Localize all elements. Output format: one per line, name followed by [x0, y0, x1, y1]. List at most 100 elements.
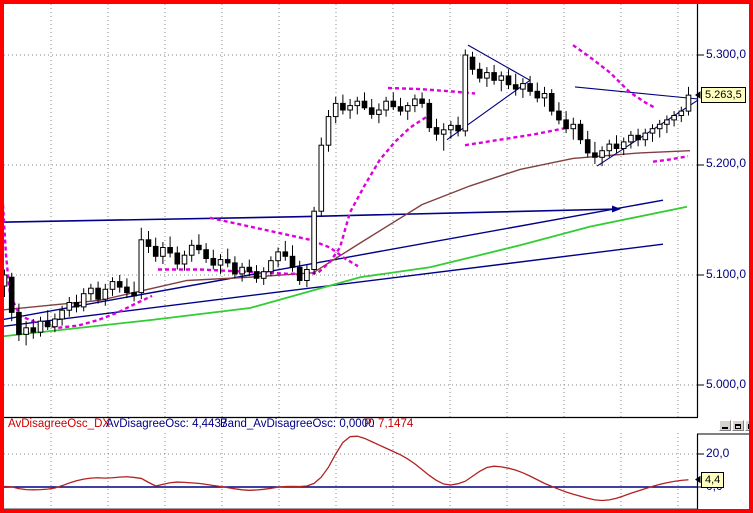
candle-up [606, 143, 613, 152]
oscillator-group [4, 435, 697, 502]
candle-down [577, 123, 584, 141]
window-border-top [0, 0, 753, 4]
candle-up [311, 210, 317, 270]
candle-down [253, 271, 260, 279]
sar-above-decline [572, 44, 656, 109]
candle-up [354, 100, 361, 107]
candle-down [30, 327, 37, 333]
candle-up [318, 144, 325, 212]
brown-moving-average [0, 150, 691, 311]
window-border-bottom [0, 509, 753, 513]
candle-down [592, 152, 598, 158]
candle-up [188, 244, 195, 256]
candle-down [167, 247, 173, 254]
candle-up [217, 259, 224, 266]
candle-up [412, 98, 418, 107]
minimize-icon [722, 427, 728, 429]
candle-up [160, 247, 166, 257]
price-tick-label: 5.100,0 [706, 267, 747, 281]
candle-down [613, 143, 620, 150]
price-tick-label: 5.000,0 [706, 377, 747, 391]
candle-down [44, 320, 51, 328]
candle-down [232, 262, 238, 275]
candle-up [642, 132, 649, 141]
candle-up [656, 123, 663, 130]
candle-down [419, 98, 425, 104]
flat-trendline-arrow [0, 208, 619, 223]
candle-down [527, 83, 533, 92]
candle-up [462, 54, 469, 132]
candle-up [671, 115, 677, 121]
candle-up [304, 269, 310, 281]
legend-band-value: Band_AvDisagreeOsc: 0,0000 [220, 418, 375, 430]
candle-down [390, 100, 397, 108]
candle-up [620, 141, 627, 149]
candle-up [52, 318, 58, 328]
candle-up [383, 100, 389, 111]
sar-above-consolidation [209, 216, 359, 268]
candle-up [332, 102, 339, 118]
candle-up [275, 251, 281, 262]
window-border-left [0, 0, 4, 513]
pennant2-upper [574, 86, 699, 100]
candle-up [440, 129, 447, 135]
grid-lines [4, 4, 697, 509]
candle-up [88, 287, 94, 295]
candle-up [685, 94, 692, 112]
candle-down [368, 107, 375, 115]
candle-down [210, 258, 217, 266]
candle-down [196, 244, 202, 251]
candle-down [455, 124, 461, 132]
candle-down [584, 139, 591, 154]
candle-up [37, 320, 44, 333]
candle-up [520, 83, 526, 90]
candle-up [678, 110, 685, 116]
candle-up [181, 254, 188, 265]
osc-value-arrow-icon [695, 475, 701, 484]
candle-down [563, 119, 569, 130]
green-moving-average [0, 205, 688, 338]
candle-down [73, 302, 80, 308]
candle-up [498, 75, 505, 81]
oscillator-line [4, 435, 689, 502]
candle-up [239, 266, 245, 275]
candle-up [347, 105, 353, 111]
maximize-button[interactable] [732, 420, 744, 431]
candle-down [282, 251, 289, 257]
pennant1-upper [467, 44, 531, 81]
candle-down [116, 281, 123, 288]
candle-down [426, 102, 433, 129]
sar-below-triangle [464, 126, 569, 147]
candle-down [505, 75, 512, 86]
candle-up [376, 109, 382, 115]
candle-down [361, 100, 368, 109]
candle-down [124, 286, 130, 294]
candle-down [145, 239, 152, 247]
candle-up [404, 105, 411, 112]
candle-down [224, 259, 231, 264]
candle-down [433, 127, 440, 135]
candle-up [66, 302, 73, 311]
sar-above-top [387, 86, 476, 95]
candle-up [448, 124, 454, 131]
candle-up [260, 271, 267, 279]
candle-down [340, 102, 346, 111]
osc-value-box: 4,4 [701, 472, 725, 488]
candle-down [512, 84, 519, 90]
last-price-box: 5.263,5 [701, 87, 746, 103]
window-border-right [749, 0, 753, 513]
candle-down [476, 68, 483, 79]
candle-up [664, 119, 670, 125]
price-tick-label: 5.200,0 [706, 156, 747, 170]
candle-up [484, 72, 490, 79]
candle-up [599, 150, 605, 158]
minimize-button[interactable] [719, 420, 731, 431]
candlesticks-group [1, 49, 692, 346]
candle-up [649, 128, 656, 134]
candle-down [95, 287, 101, 300]
candle-up [570, 123, 577, 130]
candle-up [541, 93, 548, 99]
legend-indicator-name: AvDisagreeOsc_DX [8, 418, 111, 430]
